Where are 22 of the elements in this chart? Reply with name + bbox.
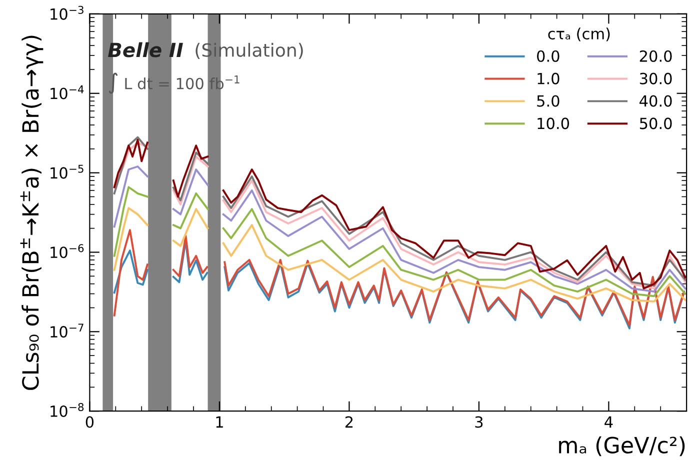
x-tick-label: 4 (604, 416, 613, 428)
y-tick-label: 10$^{−3}$ (50, 6, 84, 20)
legend-title: cτₐ (cm) (548, 28, 610, 42)
y-tick-label: 10$^{−7}$ (50, 324, 84, 338)
x-tick-label: 1 (216, 416, 223, 428)
legend-label: 40.0 (640, 95, 672, 107)
legend-label: 0.0 (537, 50, 560, 62)
y-tick-label: 10$^{−6}$ (50, 244, 84, 258)
x-tick-label: 2 (345, 416, 353, 428)
x-axis-title: mₐ (GeV/c²) (559, 436, 685, 456)
y-axis-title: CLs₉₀ of Br(B$^{±}$→K$^{±}$a) × Br(a→γγ) (20, 36, 44, 390)
legend-label: 1.0 (538, 72, 560, 84)
x-tick-label: 3 (475, 416, 483, 428)
y-tick-label: 10$^{−5}$ (50, 164, 84, 179)
legend-label: 10.0 (538, 118, 570, 130)
legend-label: 30.0 (640, 72, 672, 84)
legend-label: 50.0 (640, 118, 672, 130)
y-tick-label: 10$^{−8}$ (50, 403, 84, 418)
legend-label: 20.0 (640, 50, 672, 62)
x-tick-label: 0 (86, 416, 94, 428)
y-tick-label: 10$^{−4}$ (50, 85, 84, 100)
legend-label: 5.0 (537, 95, 560, 107)
